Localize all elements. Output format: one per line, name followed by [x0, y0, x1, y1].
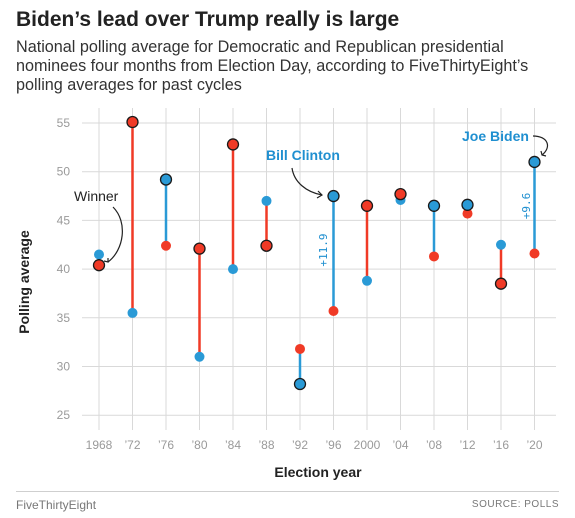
- dem-point: [228, 264, 238, 275]
- dem-point: [528, 155, 541, 169]
- rep-point: [429, 251, 439, 262]
- rep-point: [92, 259, 106, 272]
- x-tick-label: 2000: [354, 438, 381, 452]
- dem-point: [327, 189, 340, 203]
- chart-subtitle: National polling average for Democratic …: [16, 38, 529, 94]
- biden-margin-label: +9.6: [520, 193, 533, 220]
- y-tick-label: 25: [57, 408, 71, 422]
- clinton-arrow: [291, 167, 323, 196]
- y-tick-label: 40: [57, 262, 71, 276]
- x-tick-label: ’88: [258, 438, 274, 452]
- dem-point: [496, 239, 506, 250]
- y-axis-label: Polling average: [16, 230, 32, 334]
- x-axis-ticks: 1968 ’72 ’76 ’80 ’84 ’88 ’92 ’96 2000 ’04 ’08 ’12 ’1…: [86, 438, 543, 452]
- y-tick-label: 55: [57, 116, 71, 130]
- x-axis-label: Election year: [274, 464, 362, 480]
- x-tick-label: ’92: [292, 438, 308, 452]
- rep-point: [394, 187, 407, 201]
- dem-point: [127, 307, 138, 318]
- x-tick-label: 1968: [86, 438, 113, 452]
- winner-arrow: [107, 206, 123, 263]
- rep-point: [161, 240, 171, 251]
- chart-title: Biden’s lead over Trump really is large: [16, 8, 400, 31]
- dem-point: [461, 198, 474, 211]
- clinton-arrowhead: [316, 190, 323, 199]
- rep-point: [494, 277, 508, 290]
- rep-point: [529, 248, 540, 259]
- footer-brand: FiveThirtyEight: [16, 498, 97, 512]
- y-tick-label: 50: [57, 165, 71, 179]
- x-tick-label: ’12: [459, 438, 475, 452]
- rep-point: [360, 199, 374, 212]
- x-tick-label: ’80: [191, 438, 207, 452]
- y-tick-label: 30: [57, 360, 71, 374]
- x-tick-label: ’96: [325, 438, 341, 452]
- dem-point: [159, 173, 173, 186]
- rep-point: [226, 138, 240, 151]
- rep-point: [295, 343, 305, 354]
- biden-arrowhead: [540, 150, 547, 157]
- grid: [82, 108, 556, 430]
- x-tick-label: ’84: [225, 438, 241, 452]
- footer-divider: [16, 491, 559, 492]
- rep-point: [462, 208, 473, 219]
- x-tick-label: ’08: [426, 438, 442, 452]
- footer-source: SOURCE: POLLS: [471, 499, 559, 510]
- y-axis-ticks: 25 30 35 40 45 50 55: [57, 116, 71, 422]
- rep-point: [193, 242, 206, 255]
- y-tick-label: 45: [57, 213, 71, 227]
- biden-arrow: [532, 135, 549, 156]
- winner-arrowhead: [103, 258, 109, 263]
- x-tick-label: ’20: [526, 438, 542, 452]
- biden-annotation: Joe Biden: [462, 128, 529, 144]
- dem-point: [293, 377, 307, 391]
- clinton-margin-label: +11.9: [317, 233, 330, 266]
- x-tick-label: ’04: [392, 438, 408, 452]
- rep-point: [126, 115, 139, 129]
- dem-point: [194, 351, 205, 362]
- x-tick-label: ’16: [493, 438, 509, 452]
- x-tick-label: ’76: [158, 438, 174, 452]
- x-tick-label: ’72: [124, 438, 140, 452]
- clinton-annotation: Bill Clinton: [266, 147, 340, 163]
- y-tick-label: 35: [57, 311, 71, 325]
- rep-point: [260, 239, 273, 252]
- data-points: [92, 115, 541, 391]
- dem-point: [261, 195, 272, 206]
- winner-annotation: Winner: [74, 188, 119, 204]
- dem-point: [94, 249, 104, 260]
- dem-point: [427, 199, 441, 212]
- rep-point: [328, 305, 339, 316]
- dem-point: [362, 275, 372, 286]
